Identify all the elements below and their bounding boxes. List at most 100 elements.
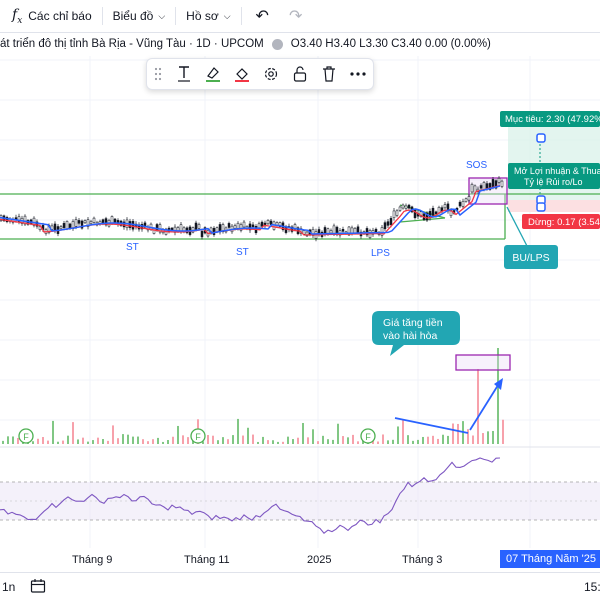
volume-bar (2, 440, 4, 444)
candle-body (194, 222, 198, 230)
top-toolbar: fx Các chỉ báo Biểu đồ ⌵ Hồ sơ ⌵ ↶ ↷ (0, 0, 600, 33)
candle-body (398, 206, 402, 211)
volume-bar (417, 439, 419, 444)
volume-bar (422, 436, 424, 444)
indicators-button[interactable]: fx Các chỉ báo (0, 0, 98, 32)
dividend-marker-f: F (195, 432, 201, 442)
target-handle[interactable] (536, 133, 546, 143)
candle-body (155, 224, 159, 231)
volume-bar (307, 437, 309, 444)
volume-bar (347, 437, 349, 444)
lock-button[interactable] (285, 59, 314, 89)
candle-body (269, 220, 273, 225)
candle-body (383, 222, 387, 230)
dividend-marker-icon[interactable] (190, 428, 206, 444)
stop-zone[interactable] (508, 200, 600, 212)
volume-bar (87, 441, 89, 444)
indicators-label: Các chỉ báo (28, 9, 92, 23)
volume-bar (152, 439, 154, 444)
symbol-title[interactable]: át triển đô thị tỉnh Bà Rịa - Vũng Tàu ·… (0, 38, 264, 50)
candle-body (50, 225, 54, 230)
volume-trend-line[interactable] (394, 417, 469, 434)
profile-menu-button[interactable]: Hồ sơ ⌵ (180, 0, 236, 32)
clock-readout[interactable]: 15: (584, 580, 600, 594)
volume-bar (207, 435, 209, 444)
volume-bar (167, 440, 169, 444)
toolbar-divider (101, 7, 103, 25)
sos-label[interactable]: SOS (466, 160, 487, 171)
undo-button[interactable]: ↶ (246, 0, 279, 32)
candle-body (197, 224, 201, 229)
volume-bar (232, 435, 234, 444)
symbol-legend: át triển đô thị tỉnh Bà Rịa - Vũng Tàu ·… (0, 34, 600, 54)
interval-button[interactable]: 1n (2, 580, 16, 594)
candle-body (260, 221, 264, 227)
volume-bar (107, 440, 109, 444)
volume-trend-arrow[interactable] (469, 381, 501, 431)
candle-body (485, 183, 489, 189)
volume-bar (117, 438, 119, 444)
candle-body (266, 220, 270, 225)
line-color-button[interactable] (198, 59, 227, 89)
settings-button[interactable] (256, 59, 285, 89)
volume-bar (67, 435, 69, 444)
bu-lps-callout[interactable] (504, 245, 558, 269)
text-icon (177, 66, 190, 82)
candle-body (365, 228, 369, 236)
volume-bar (357, 441, 359, 444)
calendar-icon[interactable] (30, 578, 46, 597)
st-label-1[interactable]: ST (126, 242, 139, 253)
volume-note-callout[interactable] (372, 311, 460, 356)
lps-label[interactable]: LPS (371, 248, 390, 259)
volume-bar (387, 440, 389, 444)
position-label-box[interactable] (508, 163, 600, 189)
volume-bar (202, 441, 204, 444)
volume-bar (397, 426, 399, 444)
volume-bar (142, 439, 144, 444)
volume-bar (52, 420, 54, 444)
candle-body (233, 225, 237, 229)
volume-bar (132, 436, 134, 444)
volume-bar (257, 441, 259, 444)
volume-bar (297, 437, 299, 444)
candle-body (62, 223, 66, 228)
redo-icon: ↷ (288, 8, 303, 25)
candle-body (77, 220, 81, 224)
volume-bar (287, 436, 289, 444)
volume-bar (267, 440, 269, 444)
dividend-marker-icon[interactable] (360, 428, 376, 444)
volume-bar (487, 431, 489, 444)
candle-body (86, 219, 90, 227)
text-tool-button[interactable] (169, 59, 198, 89)
volume-box[interactable] (455, 354, 511, 371)
fill-color-button[interactable] (227, 59, 256, 89)
trash-icon (322, 66, 335, 82)
stop-handle[interactable] (536, 202, 546, 212)
delete-button[interactable] (314, 59, 343, 89)
stop-label-box[interactable] (522, 214, 600, 229)
volume-bar (57, 441, 59, 444)
profile-menu-label: Hồ sơ (186, 9, 219, 23)
st-label-2[interactable]: ST (236, 247, 249, 258)
volume-bar (317, 441, 319, 444)
volume-bar (402, 420, 404, 444)
volume-bar (222, 437, 224, 444)
chart-menu-button[interactable]: Biểu đồ ⌵ (107, 0, 172, 32)
volume-bar (82, 437, 84, 444)
candle-body (251, 224, 255, 228)
more-button[interactable] (343, 59, 372, 89)
redo-button[interactable]: ↷ (279, 0, 312, 32)
candle-body (356, 226, 360, 233)
market-status-icon[interactable] (271, 38, 283, 50)
drag-handle-icon[interactable] (147, 59, 169, 89)
candle-body (152, 228, 156, 234)
bu-lps-label: BU/LPS (512, 252, 549, 264)
volume-bar (102, 439, 104, 444)
target-label-box[interactable] (500, 111, 600, 127)
dividend-marker-icon[interactable] (18, 428, 34, 444)
volume-bar (342, 436, 344, 444)
time-axis[interactable]: Tháng 9 Tháng 11 2025 Tháng 3 (0, 548, 600, 570)
volume-bar (502, 419, 504, 444)
pattern-lower[interactable] (399, 217, 446, 223)
